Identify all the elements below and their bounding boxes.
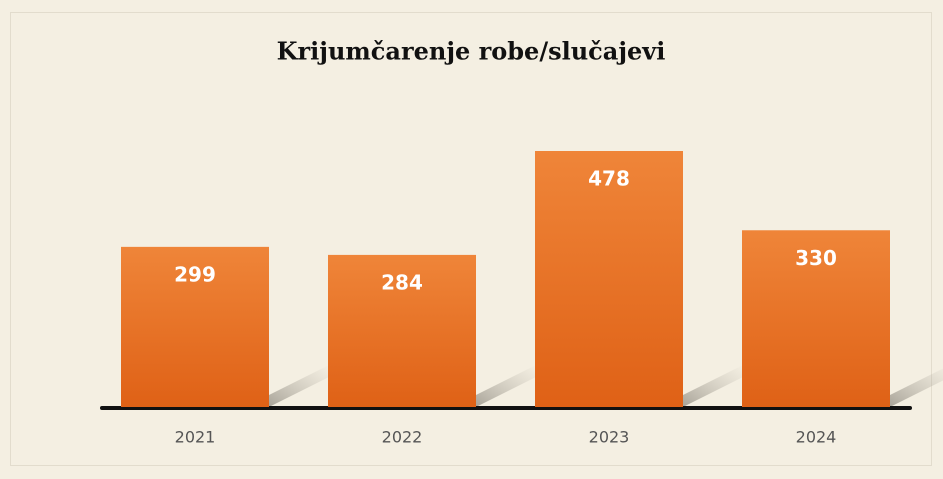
bar (742, 230, 890, 407)
frame (10, 12, 932, 466)
bar-shadow (269, 365, 329, 407)
data-label: 284 (381, 270, 423, 294)
x-tick-label: 2024 (796, 428, 837, 447)
bar (535, 151, 683, 407)
data-label: 299 (174, 262, 216, 286)
baseline (100, 406, 912, 410)
bar (121, 246, 269, 407)
bar-shadow (476, 365, 536, 407)
chart-title: Krijumčarenje robe/slučajevi (277, 37, 666, 66)
x-tick-label: 2023 (589, 428, 630, 447)
bar (328, 254, 476, 407)
data-label: 478 (588, 167, 630, 191)
x-tick-label: 2022 (382, 428, 423, 447)
bar-shadow (890, 368, 943, 407)
bar-shadow (683, 365, 743, 407)
data-label: 330 (795, 246, 837, 270)
x-tick-label: 2021 (175, 428, 216, 447)
